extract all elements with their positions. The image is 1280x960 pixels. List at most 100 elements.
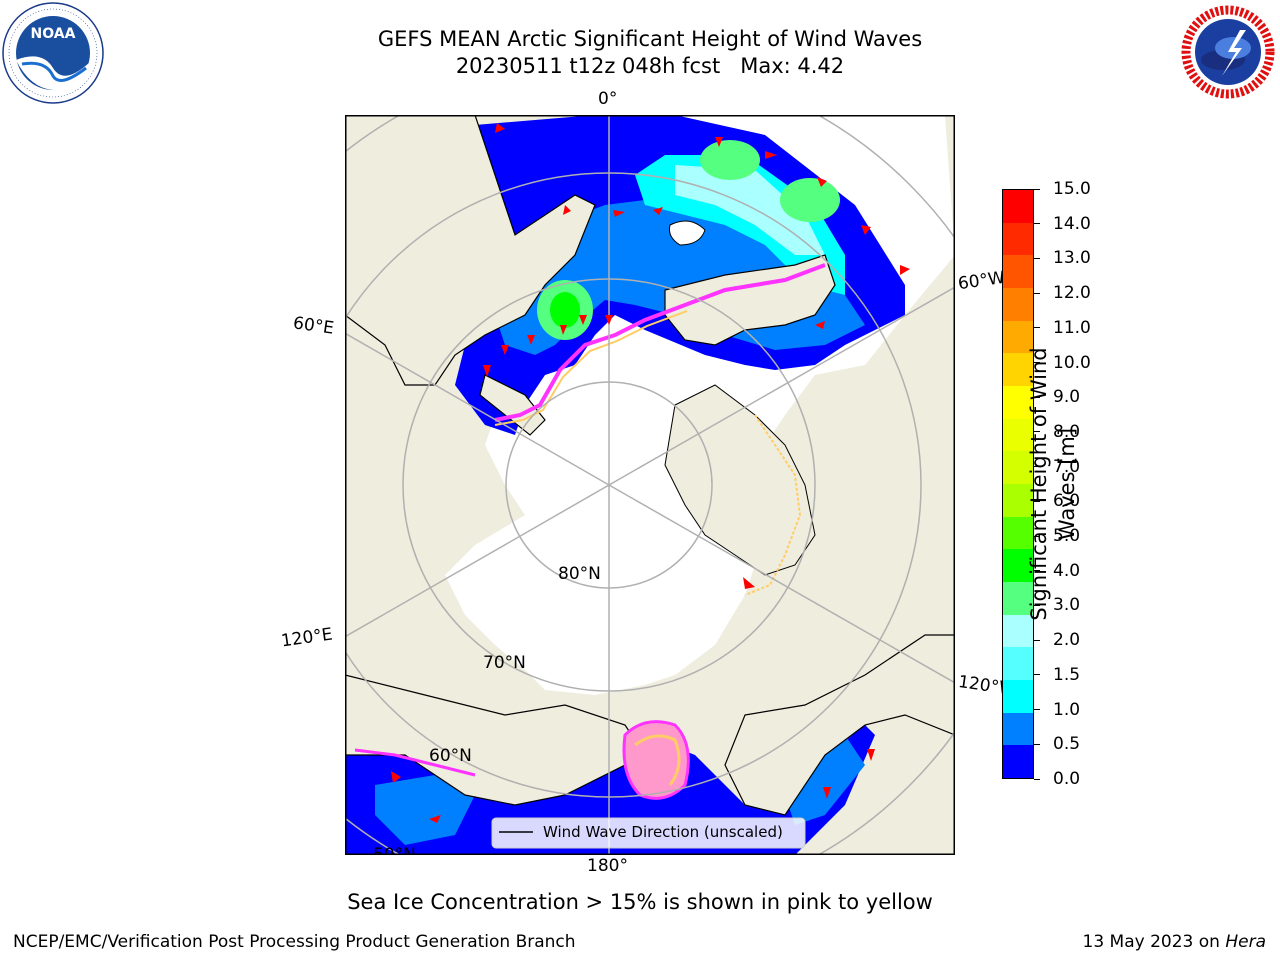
meridian-120w: [608, 484, 955, 684]
meridian-120e: [345, 484, 610, 638]
colorbar-segment: [1003, 386, 1033, 419]
ice-edge-atlantic: [494, 263, 826, 422]
wind-arrow: [483, 365, 491, 377]
wind-arrow: [867, 749, 875, 761]
colorbar-tick-label: 3.0: [1053, 595, 1081, 616]
colorbar-segment: [1003, 712, 1033, 746]
colorbar-segment: [1003, 516, 1033, 550]
polar-map: 80°N 70°N 60°N 50°N Wind Wave Direction …: [345, 115, 955, 855]
colorbar-tick-mark: [1034, 292, 1040, 294]
wave-field-pacific-mid: [375, 775, 475, 845]
colorbar-tick-mark: [1034, 709, 1040, 711]
noaa-logo-icon: NOAA: [2, 2, 104, 104]
colorbar-label-line2: Waves [m]: [1055, 427, 1079, 541]
colorbar-label: Significant Height of Wind Waves [m]: [1025, 334, 1085, 634]
wind-arrow: [563, 205, 571, 215]
lon-label-60w: 60°W: [956, 267, 1007, 295]
colorbar-segment: [1003, 582, 1033, 615]
footer-date-text: 13 May 2023 on: [1082, 932, 1226, 952]
colorbar-tick-mark: [1034, 743, 1040, 745]
wind-arrow: [715, 137, 723, 147]
colorbar-segment: [1003, 418, 1033, 452]
colorbar-tick-mark: [1034, 257, 1040, 259]
colorbar-tick-label: 14.0: [1053, 213, 1091, 234]
colorbar-segment: [1003, 320, 1033, 354]
colorbar-tick-label: 1.5: [1053, 664, 1081, 685]
colorbar-segment: [1003, 680, 1033, 713]
colorbar-tick-mark: [1034, 778, 1040, 780]
wave-max-green-1: [700, 140, 760, 180]
colorbar-tick-label: 0.0: [1053, 769, 1081, 789]
colorbar-segment: [1003, 614, 1033, 648]
colorbar-tick-mark: [1034, 327, 1040, 329]
colorbar-tick-label: 13.0: [1053, 248, 1091, 269]
wave-field-atlantic-2: [675, 165, 825, 255]
chart-title-line2: 20230511 t12z 048h fcst Max: 4.42: [455, 54, 845, 78]
ice-edge-okhotsk: [354, 748, 476, 777]
wind-arrow: [743, 577, 755, 589]
sea-ice-note: Sea Ice Concentration > 15% is shown in …: [347, 890, 933, 914]
wind-arrow: [560, 325, 567, 335]
colorbar-tick-label: 9.0: [1053, 387, 1081, 408]
meridian-60e: [345, 332, 610, 486]
map-panel: 80°N 70°N 60°N 50°N Wind Wave Direction …: [345, 115, 955, 855]
colorbar-tick-mark: [1034, 431, 1040, 433]
colorbar-segment: [1003, 222, 1033, 256]
lat-label-60: 60°N: [429, 746, 472, 766]
colorbar-tick-label: 4.0: [1053, 560, 1081, 581]
colorbar-tick-mark: [1034, 466, 1040, 468]
wind-arrow: [815, 321, 825, 329]
colorbar-tick-label: 5.0: [1053, 526, 1081, 547]
wind-arrow: [861, 225, 871, 235]
lat-label-80: 80°N: [558, 564, 601, 584]
colorbar-segment: [1003, 288, 1033, 321]
wind-arrow: [501, 345, 509, 355]
colorbar-segment: [1003, 255, 1033, 289]
wind-arrow: [495, 123, 505, 133]
colorbar-tick-label: 0.5: [1053, 734, 1081, 755]
wind-arrow: [579, 315, 587, 325]
colorbar: [1002, 189, 1034, 779]
ice-edge-atlantic-outer: [494, 310, 688, 426]
colorbar-segment: [1003, 745, 1033, 779]
lat-label-50: 50°N: [373, 845, 416, 855]
colorbar-tick-mark: [1034, 604, 1040, 606]
footer-machine: Hera: [1225, 932, 1266, 952]
land-svalbard: [669, 220, 706, 246]
colorbar-tick-label: 10.0: [1053, 352, 1091, 373]
colorbar-tick-mark: [1034, 570, 1040, 572]
wind-arrow: [391, 771, 401, 783]
wave-max-green-4: [550, 292, 580, 328]
colorbar-tick-mark: [1034, 223, 1040, 225]
lon-label-180: 180°: [587, 856, 628, 876]
colorbar-segment: [1003, 353, 1033, 387]
lon-label-120e: 120°E: [279, 624, 334, 652]
colorbar-tick-label: 8.0: [1053, 421, 1081, 442]
wind-arrow: [765, 151, 777, 159]
wind-arrow: [527, 335, 535, 345]
colorbar-tick-mark: [1034, 396, 1040, 398]
wind-arrow: [429, 815, 441, 823]
colorbar-tick-mark: [1034, 362, 1040, 364]
colorbar-segment: [1003, 549, 1033, 583]
wind-arrow: [605, 315, 613, 325]
colorbar-tick-label: 15.0: [1053, 179, 1091, 199]
wind-arrow: [817, 177, 827, 187]
colorbar-segment: [1003, 647, 1033, 681]
wind-arrow: [823, 787, 831, 799]
nws-logo-icon: [1178, 2, 1278, 102]
colorbar-tick-label: 11.0: [1053, 317, 1091, 338]
wind-arrow: [613, 210, 625, 217]
wind-arrow: [900, 265, 910, 275]
colorbar-tick-mark: [1034, 535, 1040, 537]
ice-edge-bering-2: [634, 734, 681, 786]
colorbar-tick-label: 2.0: [1053, 630, 1081, 651]
colorbar-label-line1: Significant Height of Wind: [1027, 347, 1051, 621]
land-siberia-east: [345, 674, 646, 806]
ice-edge-hudson: [744, 414, 802, 596]
map-frame: [345, 115, 955, 855]
lon-label-60e: 60°E: [291, 313, 336, 339]
meridian-60w: [608, 286, 955, 486]
colorbar-segment: [1003, 451, 1033, 485]
footer-date: 13 May 2023 on Hera: [1083, 932, 1267, 952]
